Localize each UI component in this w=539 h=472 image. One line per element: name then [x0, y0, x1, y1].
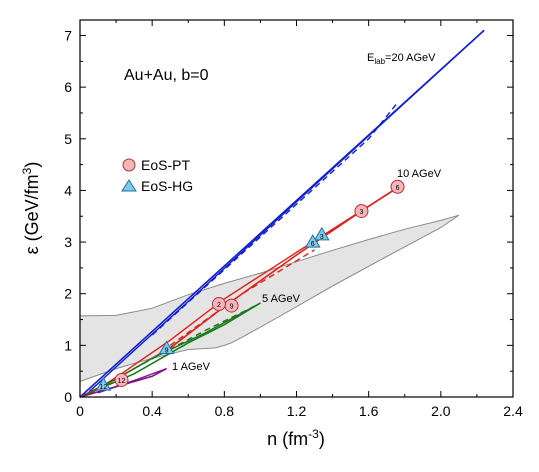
- y-tick-label: 1: [64, 337, 72, 353]
- y-axis-title: ε (GeV/fm3): [20, 162, 42, 255]
- legend: EoS-PT EoS-HG: [121, 157, 193, 194]
- system-label: Au+Au, b=0: [124, 67, 209, 84]
- marker-label: 6: [311, 241, 315, 248]
- marker-triangle: [158, 340, 175, 354]
- series-2-dashed-line: [133, 304, 258, 370]
- series-1-dashed-line: [169, 249, 315, 346]
- legend-label-eos-pt: EoS-PT: [141, 157, 190, 173]
- series-lines-layer: [79, 29, 485, 398]
- series-1-marker-6: 6: [304, 234, 321, 248]
- series-3-outbound-line: [79, 367, 167, 398]
- series-0-return-line: [88, 29, 485, 393]
- y-tick-label: 3: [64, 234, 72, 250]
- legend-marker-eos-hg: [121, 179, 137, 192]
- marker-circle: [390, 179, 405, 194]
- marker-label: 9: [230, 304, 234, 311]
- marker-label: 6: [396, 185, 400, 192]
- y-tick-label: 5: [64, 131, 72, 147]
- marker-label: 3: [359, 209, 363, 216]
- series-1-marker-3: 2: [211, 297, 226, 312]
- series-0-dashed-line: [151, 102, 399, 336]
- y-tick-label: 6: [64, 79, 72, 95]
- marker-circle: [354, 204, 369, 219]
- marker-triangle: [95, 377, 112, 391]
- series-1-marker-1: 3: [354, 204, 369, 219]
- y-tick-label: 7: [64, 27, 72, 43]
- annotation-10-agev: 10 AGeV: [397, 168, 442, 180]
- series-2-return-line: [97, 302, 261, 390]
- marker-label: 12: [118, 378, 126, 385]
- series-1-marker-4: 12: [114, 372, 129, 387]
- x-tick-label: 2.4: [503, 403, 523, 419]
- x-tick-label: 0.4: [142, 403, 162, 419]
- marker-label: 3: [320, 234, 324, 241]
- series-2-marker-0: 9: [158, 340, 175, 354]
- x-tick-label: 1.2: [287, 403, 307, 419]
- marker-triangle: [304, 234, 321, 248]
- marker-triangle: [313, 226, 330, 241]
- shaded-region: [79, 214, 460, 383]
- x-tick-label: 2.0: [431, 403, 451, 419]
- x-tick-label: 1.6: [359, 403, 379, 419]
- legend-marker-eos-pt: [122, 158, 136, 172]
- annotation-1-agev: 1 AGeV: [172, 361, 211, 373]
- y-tick-label: 4: [64, 182, 72, 198]
- series-3-marker-0: 12: [95, 377, 112, 391]
- series-1-marker-5: 3: [313, 226, 330, 241]
- x-axis-title: n (fm-3): [267, 427, 325, 449]
- legend-label-eos-hg: EoS-HG: [141, 178, 193, 194]
- marker-label: 12: [100, 384, 108, 391]
- x-tick-label: 0: [76, 403, 84, 419]
- marker-circle: [211, 297, 226, 312]
- y-tick-label: 2: [64, 286, 72, 302]
- shaded-region-layer: [79, 214, 460, 383]
- marker-label: 9: [165, 347, 169, 354]
- marker-label: 2: [217, 302, 221, 309]
- annotation-20-agev: Elab=20 AGeV: [367, 52, 436, 66]
- series-1-marker-0: 6: [390, 179, 405, 194]
- annotation-5-agev: 5 AGeV: [262, 293, 301, 305]
- marker-circle: [114, 372, 129, 387]
- x-tick-label: 0.8: [215, 403, 235, 419]
- y-tick-label: 0: [64, 389, 72, 405]
- series-1-marker-2: 9: [224, 298, 239, 313]
